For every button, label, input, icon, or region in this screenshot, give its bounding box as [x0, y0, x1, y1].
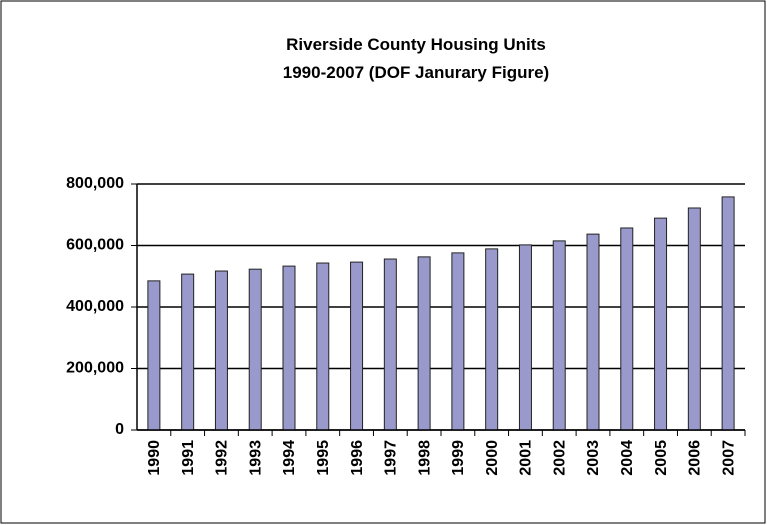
x-tick-label: 1991	[180, 440, 197, 476]
x-tick-label: 2006	[687, 440, 704, 476]
x-tick-label: 1997	[383, 440, 400, 476]
y-tick-label: 400,000	[66, 298, 124, 315]
bar	[485, 248, 499, 431]
bar	[518, 244, 532, 431]
bar	[687, 207, 701, 431]
x-tick-label: 2005	[653, 440, 670, 476]
x-tick-label: 2004	[619, 440, 636, 476]
bar	[181, 273, 195, 431]
x-tick-label: 1993	[247, 440, 264, 476]
bar	[214, 270, 228, 431]
y-tick-label: 0	[115, 421, 124, 438]
bar	[417, 256, 431, 431]
chart-title: Riverside County Housing Units	[286, 35, 546, 54]
x-tick-label: 2002	[551, 440, 568, 476]
x-tick-label: 1998	[416, 440, 433, 476]
x-tick-label: 2003	[585, 440, 602, 476]
bar	[721, 196, 735, 431]
bar	[147, 280, 161, 431]
bar	[383, 258, 397, 431]
y-tick-label: 200,000	[66, 360, 124, 377]
bar	[316, 262, 330, 431]
bar	[620, 227, 634, 431]
bar	[451, 252, 465, 431]
bar	[654, 217, 668, 431]
bar	[350, 261, 364, 431]
x-tick-label: 1999	[450, 440, 467, 476]
x-tick-label: 1995	[315, 440, 332, 476]
bar	[248, 268, 262, 431]
bar	[282, 265, 296, 431]
x-tick-label: 2000	[484, 440, 501, 476]
y-tick-label: 800,000	[66, 175, 124, 192]
x-tick-label: 1992	[214, 440, 231, 476]
x-tick-label: 2007	[720, 440, 737, 476]
x-tick-label: 2001	[518, 440, 535, 476]
bar	[552, 240, 566, 431]
chart-subtitle: 1990-2007 (DOF Janurary Figure)	[283, 63, 549, 82]
y-tick-label: 600,000	[66, 237, 124, 254]
x-tick-label: 1996	[349, 440, 366, 476]
bar	[586, 233, 600, 431]
x-tick-label: 1994	[281, 440, 298, 476]
x-tick-label: 1990	[146, 440, 163, 476]
